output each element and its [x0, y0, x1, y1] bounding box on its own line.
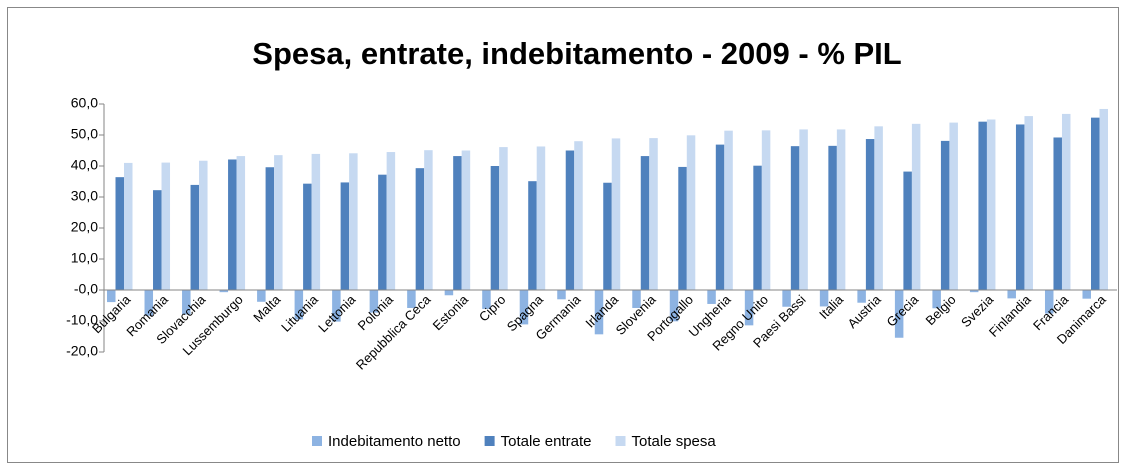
- bar: [461, 150, 471, 290]
- y-tick-label: 20,0: [71, 219, 98, 235]
- bar: [903, 171, 912, 290]
- bar: [669, 290, 679, 322]
- bar: [519, 290, 529, 325]
- bar: [894, 290, 904, 338]
- bar: [857, 290, 866, 303]
- chart-title: Spesa, entrate, indebitamento - 2009 - %…: [252, 36, 901, 71]
- bar: [444, 290, 454, 296]
- bar: [761, 130, 771, 290]
- bar: [265, 167, 275, 290]
- bar: [1082, 290, 1091, 299]
- legend-swatch: [615, 436, 626, 446]
- bar: [407, 290, 416, 308]
- y-tick-label: 40,0: [71, 157, 98, 173]
- bar: [490, 166, 500, 290]
- bar: [536, 146, 546, 290]
- bar: [724, 130, 733, 290]
- bar: [649, 138, 658, 290]
- bar: [332, 290, 341, 322]
- bar: [744, 290, 754, 326]
- bar: [236, 156, 246, 290]
- bar: [557, 290, 566, 300]
- bar: [1024, 116, 1033, 290]
- bar: [161, 162, 171, 290]
- bar: [686, 135, 696, 290]
- bar: [257, 290, 266, 302]
- bar: [782, 290, 791, 307]
- bar: [819, 290, 829, 307]
- bar: [386, 152, 396, 290]
- bar: [799, 129, 808, 290]
- bar: [482, 290, 491, 309]
- bar: [303, 183, 312, 290]
- bar: [1007, 290, 1016, 299]
- bar: [1090, 117, 1100, 290]
- bar: [528, 181, 537, 290]
- bar: [124, 162, 133, 290]
- y-tick-label: 10,0: [71, 250, 98, 266]
- bar: [415, 168, 425, 290]
- bar: [199, 160, 208, 290]
- bar: [1044, 290, 1054, 314]
- y-tick-label: -20,0: [66, 343, 98, 359]
- y-tick-label: 30,0: [71, 188, 98, 204]
- bar: [1099, 108, 1108, 291]
- bar: [932, 290, 941, 309]
- y-tick-label: 50,0: [71, 126, 98, 142]
- legend-label: Indebitamento netto: [328, 433, 461, 450]
- bar: [378, 174, 387, 290]
- bar: [790, 146, 800, 290]
- bar: [611, 138, 621, 290]
- bar: [640, 156, 650, 290]
- bar: [753, 165, 762, 290]
- bar: [115, 177, 125, 290]
- bar: [349, 153, 358, 290]
- bar: [707, 290, 716, 304]
- bar: [836, 129, 846, 290]
- bar: [228, 159, 237, 290]
- bar: [340, 182, 350, 290]
- y-tick-label: 60,0: [71, 95, 98, 111]
- legend-label: Totale spesa: [632, 433, 717, 450]
- bar: [153, 190, 162, 290]
- bar: [107, 290, 116, 303]
- bar: [294, 290, 304, 320]
- bar: [219, 290, 229, 293]
- bar: [949, 122, 958, 290]
- bar: [190, 184, 200, 290]
- bar: [1061, 113, 1071, 290]
- bar: [911, 123, 921, 290]
- bar: [969, 290, 979, 293]
- bar: [603, 182, 612, 290]
- y-tick-label: -10,0: [66, 312, 98, 328]
- bar: [874, 126, 883, 290]
- bar: [1015, 124, 1025, 291]
- bar: [274, 155, 283, 290]
- bar: [865, 139, 875, 290]
- legend-swatch: [484, 436, 495, 446]
- legend-label: Totale entrate: [501, 433, 592, 450]
- bar: [182, 290, 191, 315]
- y-tick-label: -0,0: [74, 281, 98, 297]
- bar: [715, 144, 725, 290]
- bar: [369, 290, 379, 313]
- bar: [574, 141, 583, 290]
- bar: [565, 150, 575, 290]
- bar: [940, 140, 950, 290]
- bar: [424, 150, 433, 290]
- bar: [499, 147, 508, 290]
- bar: [978, 121, 987, 290]
- bar: [828, 145, 837, 290]
- bar: [311, 153, 321, 290]
- bar: [1053, 137, 1062, 290]
- bar: [986, 119, 996, 290]
- bar: [678, 166, 687, 290]
- bar: [144, 290, 154, 316]
- legend-swatch: [312, 436, 322, 446]
- bar: [594, 290, 604, 335]
- bar: [453, 156, 462, 290]
- bar: [632, 290, 641, 308]
